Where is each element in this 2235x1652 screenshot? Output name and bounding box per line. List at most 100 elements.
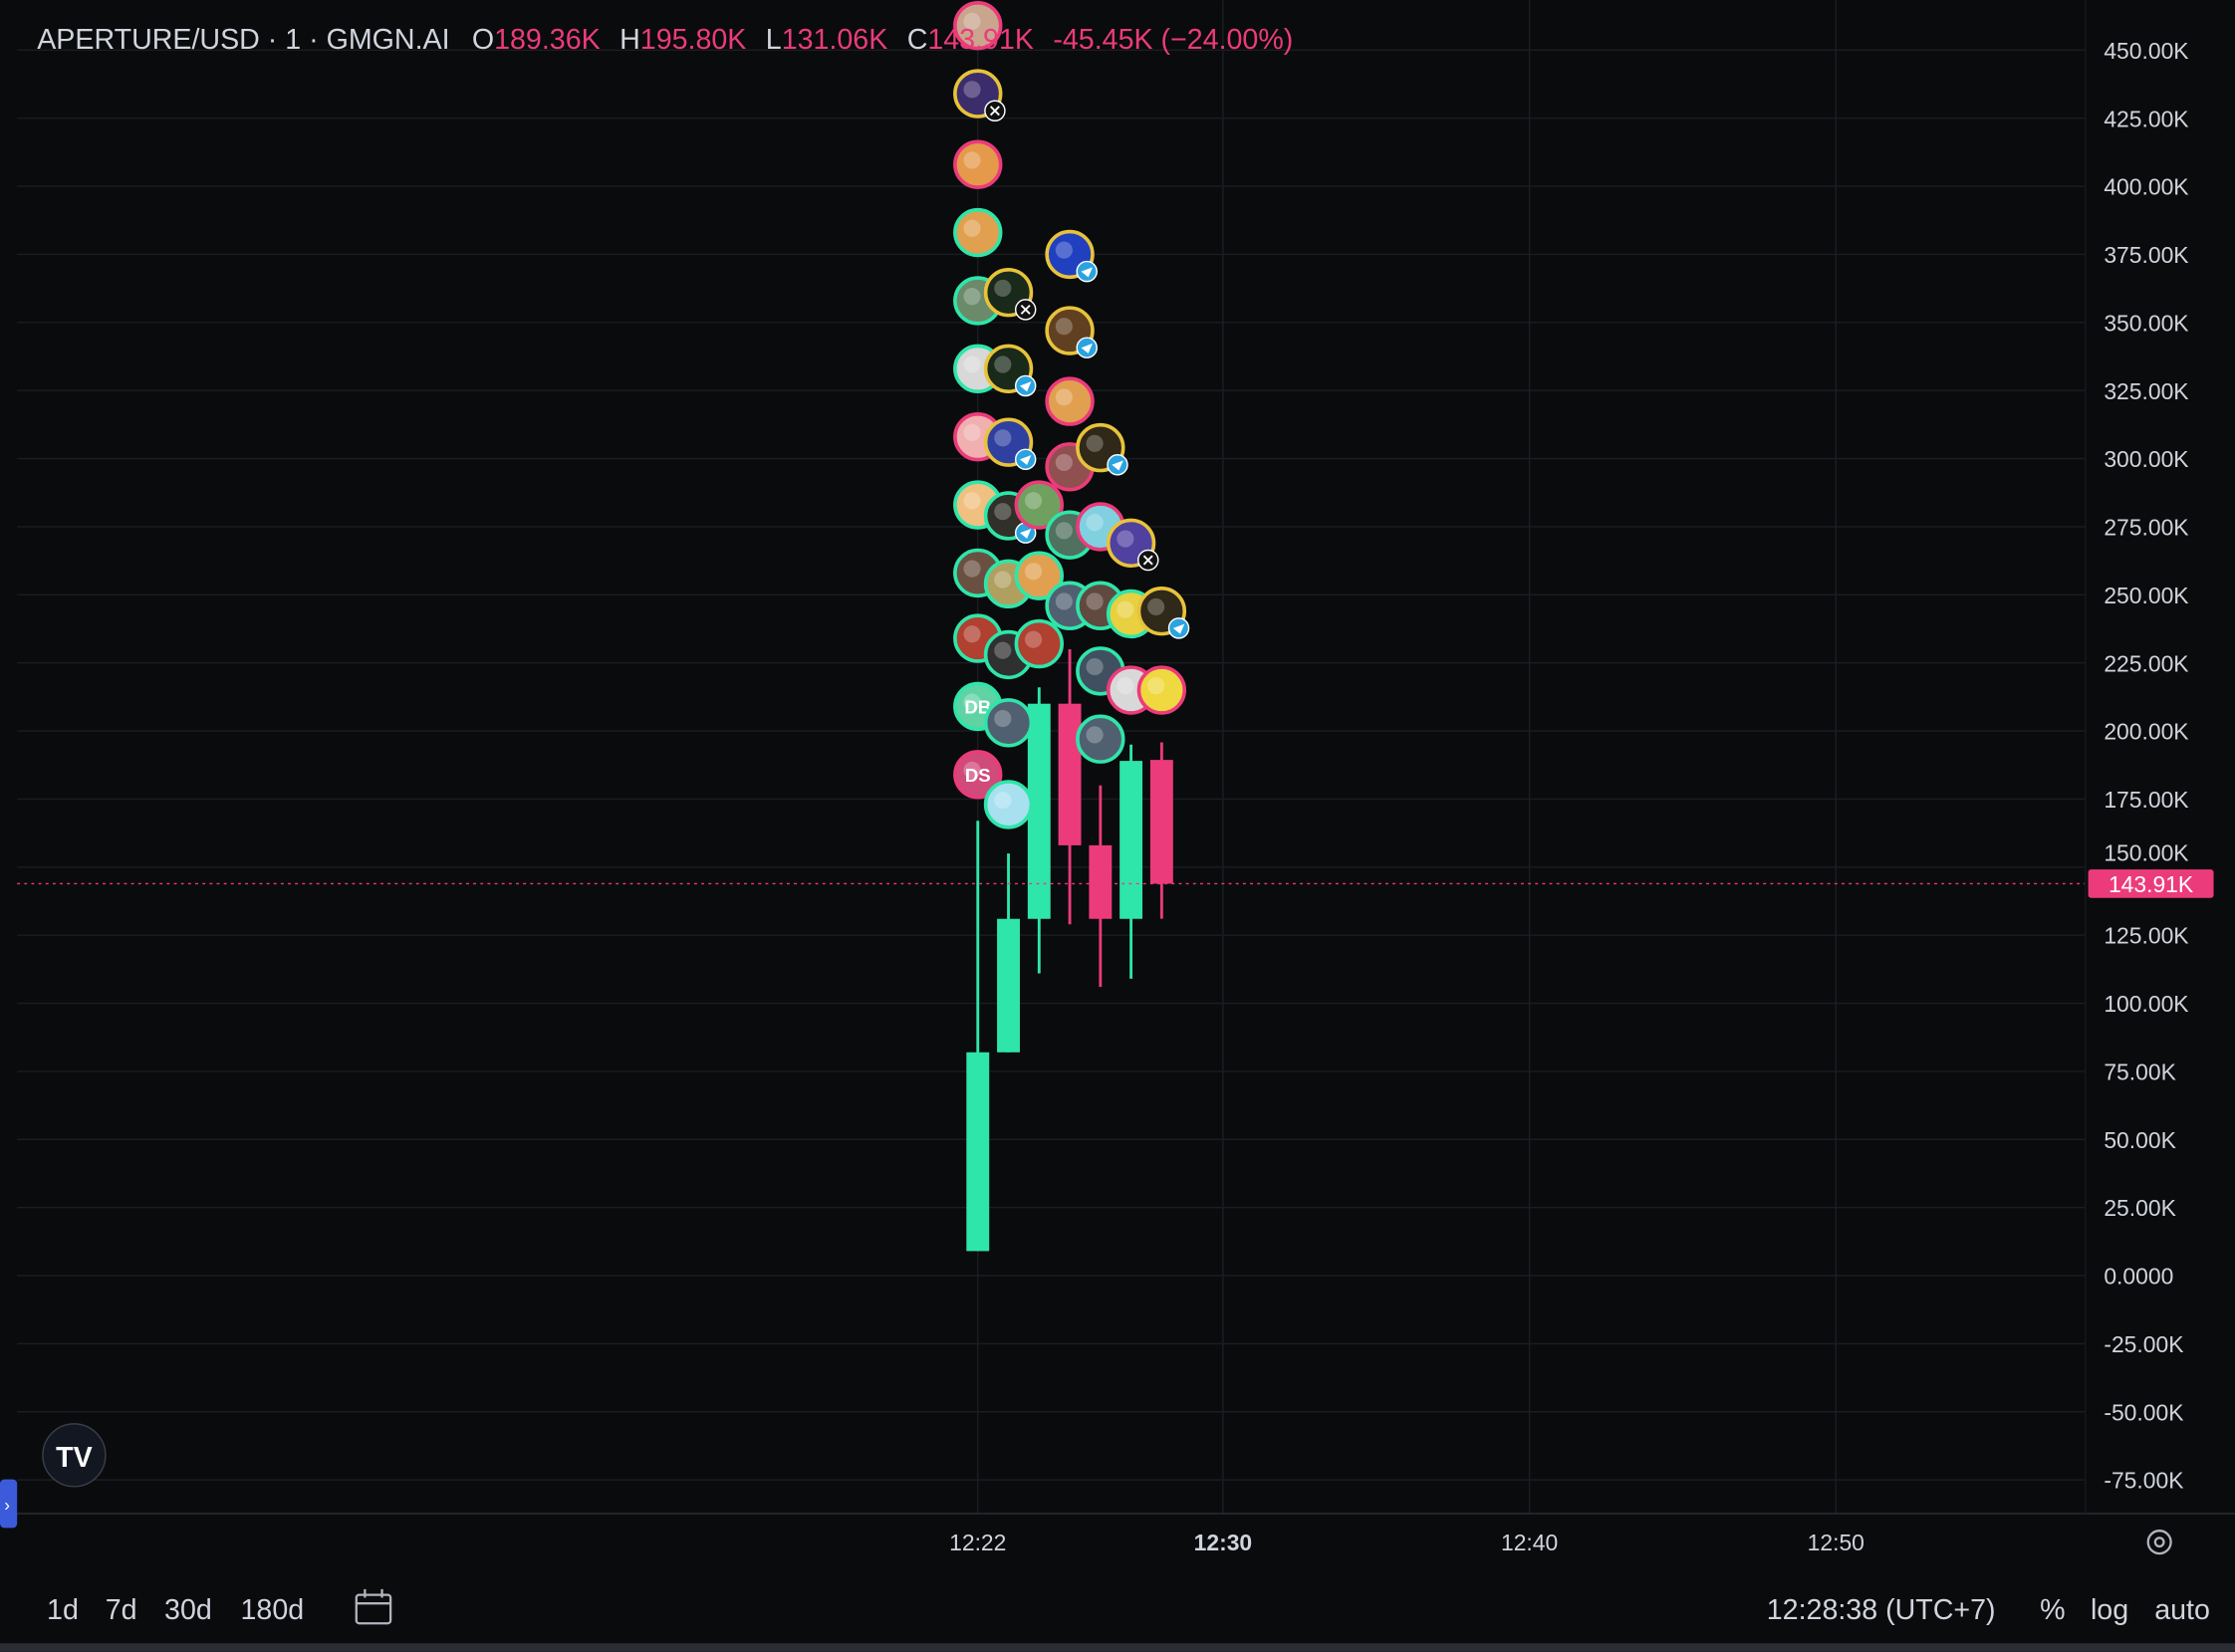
y-tick-label: 275.00K (2104, 515, 2188, 541)
trader-avatar[interactable] (1014, 618, 1064, 669)
trader-avatar[interactable] (1106, 518, 1159, 572)
candle-body[interactable] (997, 918, 1020, 1053)
y-axis-labels: 450.00K 425.00K 400.00K 375.00K 350.00K 325.0… (2104, 38, 2188, 1494)
telegram-glyph (1019, 381, 1032, 392)
trader-avatar[interactable] (983, 780, 1034, 829)
candle-body[interactable] (1058, 703, 1082, 845)
candle[interactable] (997, 853, 1020, 1053)
avatar-highlight (1055, 318, 1073, 336)
avatar-circle (953, 139, 1003, 189)
avatar-highlight (994, 503, 1012, 521)
y-tick-label: 50.00K (2104, 1127, 2176, 1153)
percent-toggle[interactable]: % (2040, 1594, 2065, 1626)
candle-body[interactable] (1027, 703, 1051, 919)
y-tick-label: -25.00K (2104, 1331, 2183, 1357)
calendar-icon[interactable] (355, 1588, 392, 1625)
settings-icon[interactable] (2146, 1530, 2172, 1555)
avatar-highlight (1055, 453, 1073, 472)
bottom-scrollbar[interactable] (0, 1643, 2235, 1652)
trader-avatar[interactable] (953, 1, 1003, 51)
avatar-highlight (1086, 726, 1104, 744)
avatar-circle (953, 207, 1003, 258)
candle-body[interactable] (1149, 760, 1173, 884)
avatar-circle (953, 750, 1003, 800)
range-button-30d[interactable]: 30d (164, 1594, 212, 1626)
candle-body[interactable] (1089, 844, 1113, 919)
symbol-title[interactable]: APERTURE/USD · 1 · GMGN.AI (37, 24, 449, 56)
avatar-circle (983, 780, 1034, 829)
close-value: 143.91K (927, 24, 1034, 56)
trader-avatar[interactable] (983, 698, 1034, 748)
trader-avatar[interactable] (1045, 306, 1098, 358)
avatar-highlight (963, 288, 981, 306)
close-label: C (907, 24, 928, 56)
trader-avatar[interactable] (953, 139, 1003, 189)
candle[interactable] (1149, 742, 1173, 919)
trader-avatar[interactable] (953, 207, 1003, 258)
log-toggle[interactable]: log (2091, 1594, 2128, 1626)
candle[interactable] (1058, 648, 1082, 925)
high-label: H (620, 24, 640, 56)
avatar-circle (1014, 618, 1064, 669)
trader-avatar[interactable] (1045, 229, 1098, 283)
telegram-glyph (1081, 267, 1093, 278)
trader-avatar[interactable] (1076, 422, 1128, 476)
y-tick-label: 75.00K (2104, 1059, 2176, 1084)
avatar-circle (953, 1, 1003, 51)
candle[interactable] (966, 821, 990, 1252)
avatar-highlight (963, 423, 981, 441)
trader-avatar[interactable] (1136, 665, 1187, 715)
avatar-highlight (1147, 677, 1165, 695)
change-value: -45.45K (−24.00%) (1053, 24, 1293, 56)
trader-avatar[interactable] (1076, 714, 1125, 764)
candle[interactable] (1027, 687, 1051, 974)
avatar-initials: DS (965, 765, 991, 786)
trader-avatar[interactable] (983, 344, 1037, 397)
y-tick-label: 225.00K (2104, 650, 2188, 676)
candle[interactable] (1089, 785, 1113, 988)
avatar-circle (983, 698, 1034, 748)
telegram-glyph (1172, 623, 1185, 634)
candle[interactable] (1119, 744, 1143, 979)
candle-body[interactable] (966, 1052, 990, 1252)
trader-avatar[interactable] (953, 69, 1006, 121)
candle-body[interactable] (1119, 761, 1143, 919)
svg-text:›: › (4, 1495, 10, 1515)
y-tick-label: -50.00K (2104, 1399, 2183, 1425)
avatar-highlight (994, 792, 1012, 810)
trader-avatar[interactable] (1014, 480, 1064, 530)
trader-avatar[interactable] (983, 268, 1037, 321)
clock[interactable]: 12:28:38 (UTC+7) (1767, 1594, 1996, 1626)
avatar-highlight (963, 219, 981, 237)
high-value: 195.80K (640, 24, 747, 56)
grid (17, 0, 2086, 1515)
expand-panel-button[interactable]: › (0, 1479, 18, 1529)
price-axis[interactable] (2085, 0, 2235, 1515)
x-glyph (989, 106, 1000, 117)
candles[interactable] (966, 648, 1173, 1252)
x-tick-label: 12:22 (949, 1530, 1006, 1555)
range-button-1d[interactable]: 1d (47, 1594, 79, 1626)
trader-avatar[interactable] (1136, 587, 1190, 639)
y-tick-label: 175.00K (2104, 787, 2188, 813)
auto-toggle[interactable]: auto (2154, 1594, 2210, 1626)
range-button-7d[interactable]: 7d (106, 1594, 137, 1626)
trader-avatar[interactable] (983, 417, 1037, 471)
avatar-circle (1076, 714, 1125, 764)
range-button-180d[interactable]: 180d (241, 1594, 305, 1626)
y-tick-label: 375.00K (2104, 242, 2188, 268)
open-value: 189.36K (494, 24, 601, 56)
avatar-highlight (1147, 597, 1165, 616)
trader-avatar[interactable] (1014, 551, 1064, 600)
y-tick-label: 350.00K (2104, 310, 2188, 336)
y-tick-label: 0.0000 (2104, 1264, 2173, 1290)
y-tick-label: 25.00K (2104, 1195, 2176, 1221)
trader-avatar[interactable] (1045, 376, 1095, 426)
trader-markers[interactable]: DB DS (953, 1, 1190, 829)
trader-avatar[interactable]: DS (953, 750, 1003, 800)
x-tick-label: 12:30 (1194, 1530, 1253, 1555)
y-tick-label: 425.00K (2104, 106, 2188, 131)
avatar-highlight (963, 151, 981, 169)
tradingview-logo-icon[interactable]: TV (42, 1423, 107, 1488)
